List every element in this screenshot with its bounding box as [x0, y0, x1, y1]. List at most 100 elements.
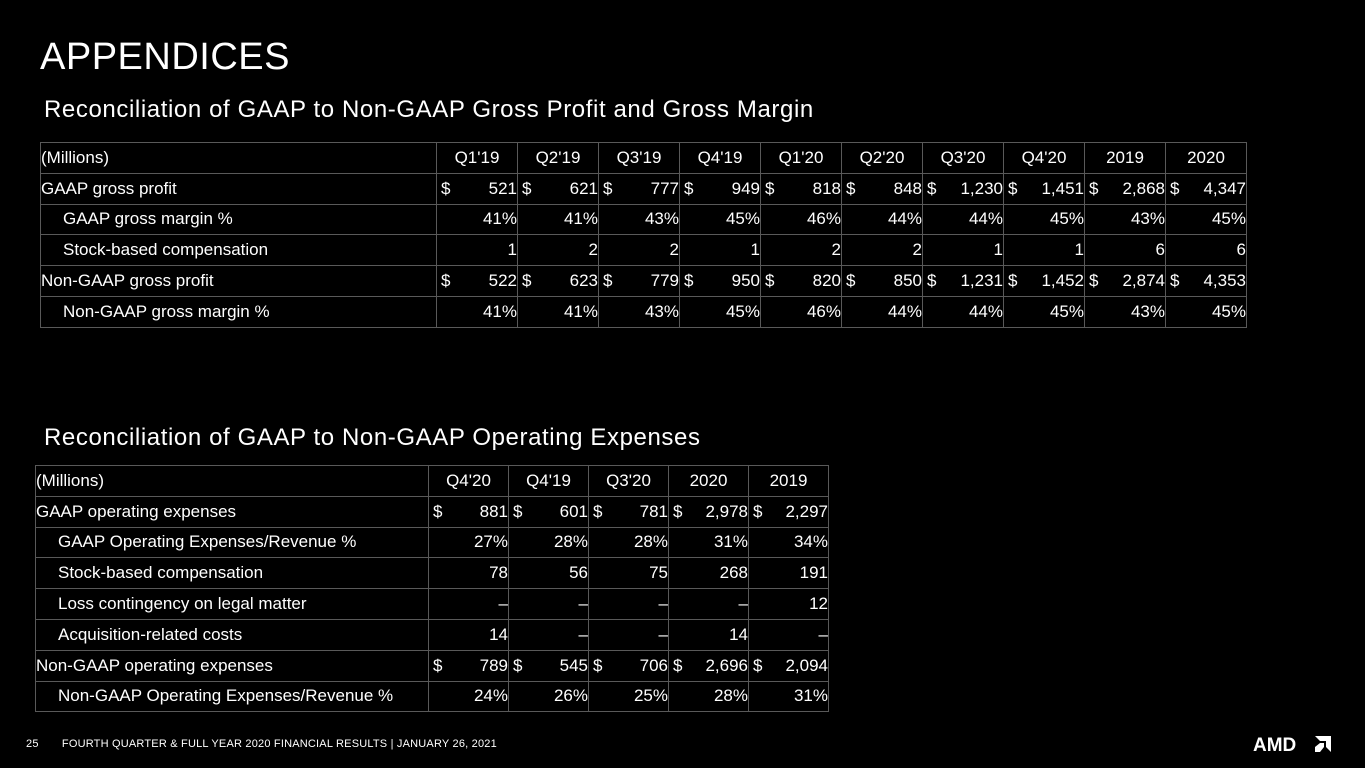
value-cell: 45% [1165, 203, 1247, 236]
amd-logo-icon: AMD [1253, 735, 1331, 756]
value-cell: $2,094 [748, 649, 829, 682]
currency-symbol: $ [593, 655, 603, 675]
header-period: Q2'19 [517, 142, 599, 174]
table-row: Non-GAAP Operating Expenses/Revenue % 24%… [35, 680, 829, 713]
value-cell: 1 [679, 234, 761, 267]
value-cell: 41% [436, 203, 518, 236]
value-cell: – [508, 588, 589, 620]
value-cell: $623 [517, 265, 599, 297]
value-cell: $1,452 [1003, 265, 1085, 297]
value-cell: 2 [841, 234, 923, 267]
currency-symbol: $ [433, 655, 443, 675]
value-cell: $621 [517, 172, 599, 205]
value-cell: 45% [1165, 295, 1247, 328]
value-cell: 28% [588, 526, 669, 559]
header-period: Q4'20 [428, 465, 509, 497]
cell-value: 850 [893, 271, 922, 291]
value-cell: $2,874 [1084, 265, 1166, 297]
value-cell: 2 [760, 234, 842, 267]
header-row: (Millions) Q1'19 Q2'19 Q3'19 Q4'19 Q1'20 Q2'20… [40, 142, 1247, 174]
header-period: Q1'20 [760, 142, 842, 174]
value-cell: 46% [760, 295, 842, 328]
cell-value: 4,353 [1203, 271, 1246, 291]
header-row: (Millions) Q4'20 Q4'19 Q3'20 2020 2019 [35, 465, 829, 497]
currency-symbol: $ [513, 655, 523, 675]
value-cell: $848 [841, 172, 923, 205]
value-cell: 28% [668, 680, 749, 713]
value-cell: 1 [1003, 234, 1085, 267]
section-title-gross-profit: Reconciliation of GAAP to Non-GAAP Gross… [44, 96, 814, 123]
value-cell: 14 [668, 618, 749, 651]
cell-value: 2,297 [785, 501, 828, 521]
value-cell: – [588, 618, 669, 651]
table-row: Non-GAAP gross profit $522 $623 $779 $950 $82… [40, 265, 1247, 297]
header-period: Q3'20 [922, 142, 1004, 174]
currency-symbol: $ [522, 271, 532, 291]
cell-value: 2,868 [1122, 178, 1165, 198]
currency-symbol: $ [441, 271, 451, 291]
cell-value: 1,451 [1041, 178, 1084, 198]
table-row: Non-GAAP operating expenses $789 $545 $706 $… [35, 649, 829, 682]
value-cell: 45% [1003, 295, 1085, 328]
currency-symbol: $ [673, 655, 683, 675]
value-cell: 14 [428, 618, 509, 651]
value-cell: $2,868 [1084, 172, 1166, 205]
value-cell: 46% [760, 203, 842, 236]
cell-value: 2,696 [705, 655, 748, 675]
currency-symbol: $ [846, 271, 856, 291]
currency-symbol: $ [765, 178, 775, 198]
header-period: 2019 [1084, 142, 1166, 174]
value-cell: 56 [508, 557, 589, 590]
row-label: Non-GAAP gross profit [40, 265, 437, 297]
header-period: Q3'20 [588, 465, 669, 497]
currency-symbol: $ [1008, 178, 1018, 198]
header-period: 2019 [748, 465, 829, 497]
value-cell: 1 [922, 234, 1004, 267]
cell-value: 545 [559, 655, 588, 675]
cell-value: 601 [559, 501, 588, 521]
value-cell: $2,297 [748, 495, 829, 528]
header-period: Q4'20 [1003, 142, 1085, 174]
cell-value: 848 [893, 178, 922, 198]
amd-logo-text: AMD [1253, 735, 1296, 754]
row-label: Non-GAAP gross margin % [40, 295, 437, 328]
gross-profit-table: (Millions) Q1'19 Q2'19 Q3'19 Q4'19 Q1'20 Q2'20… [40, 142, 1247, 328]
value-cell: 78 [428, 557, 509, 590]
value-cell: $1,231 [922, 265, 1004, 297]
value-cell: $949 [679, 172, 761, 205]
value-cell: 25% [588, 680, 669, 713]
currency-symbol: $ [753, 655, 763, 675]
table-row: Stock-based compensation 78 56 75 268 191 [35, 557, 829, 590]
cell-value: 820 [812, 271, 841, 291]
value-cell: $1,451 [1003, 172, 1085, 205]
value-cell: – [668, 588, 749, 620]
value-cell: $545 [508, 649, 589, 682]
header-period: 2020 [1165, 142, 1247, 174]
currency-symbol: $ [593, 501, 603, 521]
value-cell: 45% [679, 295, 761, 328]
currency-symbol: $ [522, 178, 532, 198]
value-cell: 268 [668, 557, 749, 590]
value-cell: $4,347 [1165, 172, 1247, 205]
value-cell: $850 [841, 265, 923, 297]
currency-symbol: $ [603, 271, 613, 291]
value-cell: $950 [679, 265, 761, 297]
currency-symbol: $ [753, 501, 763, 521]
currency-symbol: $ [684, 271, 694, 291]
cell-value: 881 [479, 501, 508, 521]
row-label: GAAP gross margin % [40, 203, 437, 236]
value-cell: – [428, 588, 509, 620]
row-label: Non-GAAP Operating Expenses/Revenue % [35, 680, 429, 713]
value-cell: – [588, 588, 669, 620]
cell-value: 950 [731, 271, 760, 291]
value-cell: 12 [748, 588, 829, 620]
cell-value: 2,874 [1122, 271, 1165, 291]
page-number: 25 [26, 738, 39, 750]
header-period: Q4'19 [508, 465, 589, 497]
value-cell: 44% [922, 295, 1004, 328]
table-row: Loss contingency on legal matter – – – –12 [35, 588, 829, 620]
value-cell: 41% [517, 203, 599, 236]
cell-value: 621 [569, 178, 598, 198]
currency-symbol: $ [684, 178, 694, 198]
operating-expenses-table: (Millions) Q4'20 Q4'19 Q3'20 2020 2019 GAAP op… [35, 465, 829, 713]
